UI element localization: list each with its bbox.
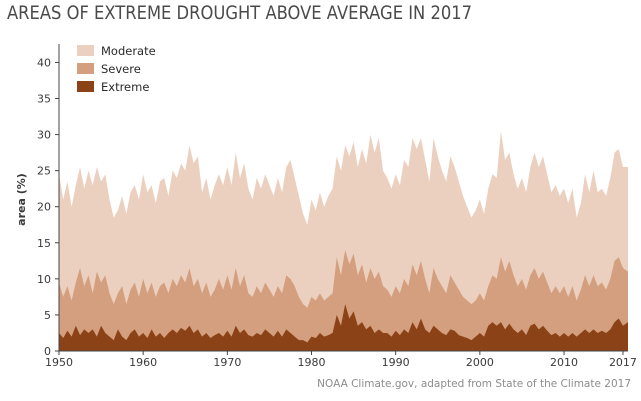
legend-entry-moderate: Moderate: [77, 44, 156, 58]
legend-entry-severe: Severe: [77, 62, 141, 76]
x-tick-label: 1950: [45, 356, 73, 369]
x-tick-label: 2010: [550, 356, 578, 369]
y-tick-label: 30: [37, 129, 51, 142]
legend-label: Moderate: [101, 44, 156, 58]
y-tick-label: 5: [44, 309, 51, 322]
x-tick-label: 2017: [609, 356, 637, 369]
y-tick-label: 20: [37, 201, 51, 214]
area-series-layer: [59, 130, 628, 351]
legend-swatch: [77, 45, 94, 56]
y-tick-label: 15: [37, 237, 51, 250]
chart-title: AREAS OF EXTREME DROUGHT ABOVE AVERAGE I…: [7, 2, 473, 24]
x-tick-label: 1980: [298, 356, 326, 369]
y-tick-label: 25: [37, 165, 51, 178]
legend-label: Severe: [101, 62, 141, 76]
y-tick-label: 0: [44, 345, 51, 358]
legend-label: Extreme: [101, 80, 149, 94]
y-tick-label: 35: [37, 93, 51, 106]
y-tick-label: 40: [37, 56, 51, 69]
y-tick-label: 10: [37, 273, 51, 286]
x-tick-label: 2000: [466, 356, 494, 369]
legend-entry-extreme: Extreme: [77, 80, 149, 94]
x-tick-label: 1990: [382, 356, 410, 369]
y-axis-title: area (%): [15, 173, 28, 226]
source-credit: NOAA Climate.gov, adapted from State of …: [317, 378, 631, 390]
legend: Moderate Severe Extreme: [77, 44, 156, 94]
x-tick-label: 1960: [129, 356, 157, 369]
x-tick-label: 1970: [213, 356, 241, 369]
legend-swatch: [77, 63, 94, 74]
legend-swatch: [77, 81, 94, 92]
area-series-severe: [59, 250, 628, 351]
axes-layer: 0 5 10 15 20 25 30 35 40 1950 1960 1970 1980 1990 2000…: [15, 44, 637, 369]
area-series-extreme: [59, 304, 628, 351]
